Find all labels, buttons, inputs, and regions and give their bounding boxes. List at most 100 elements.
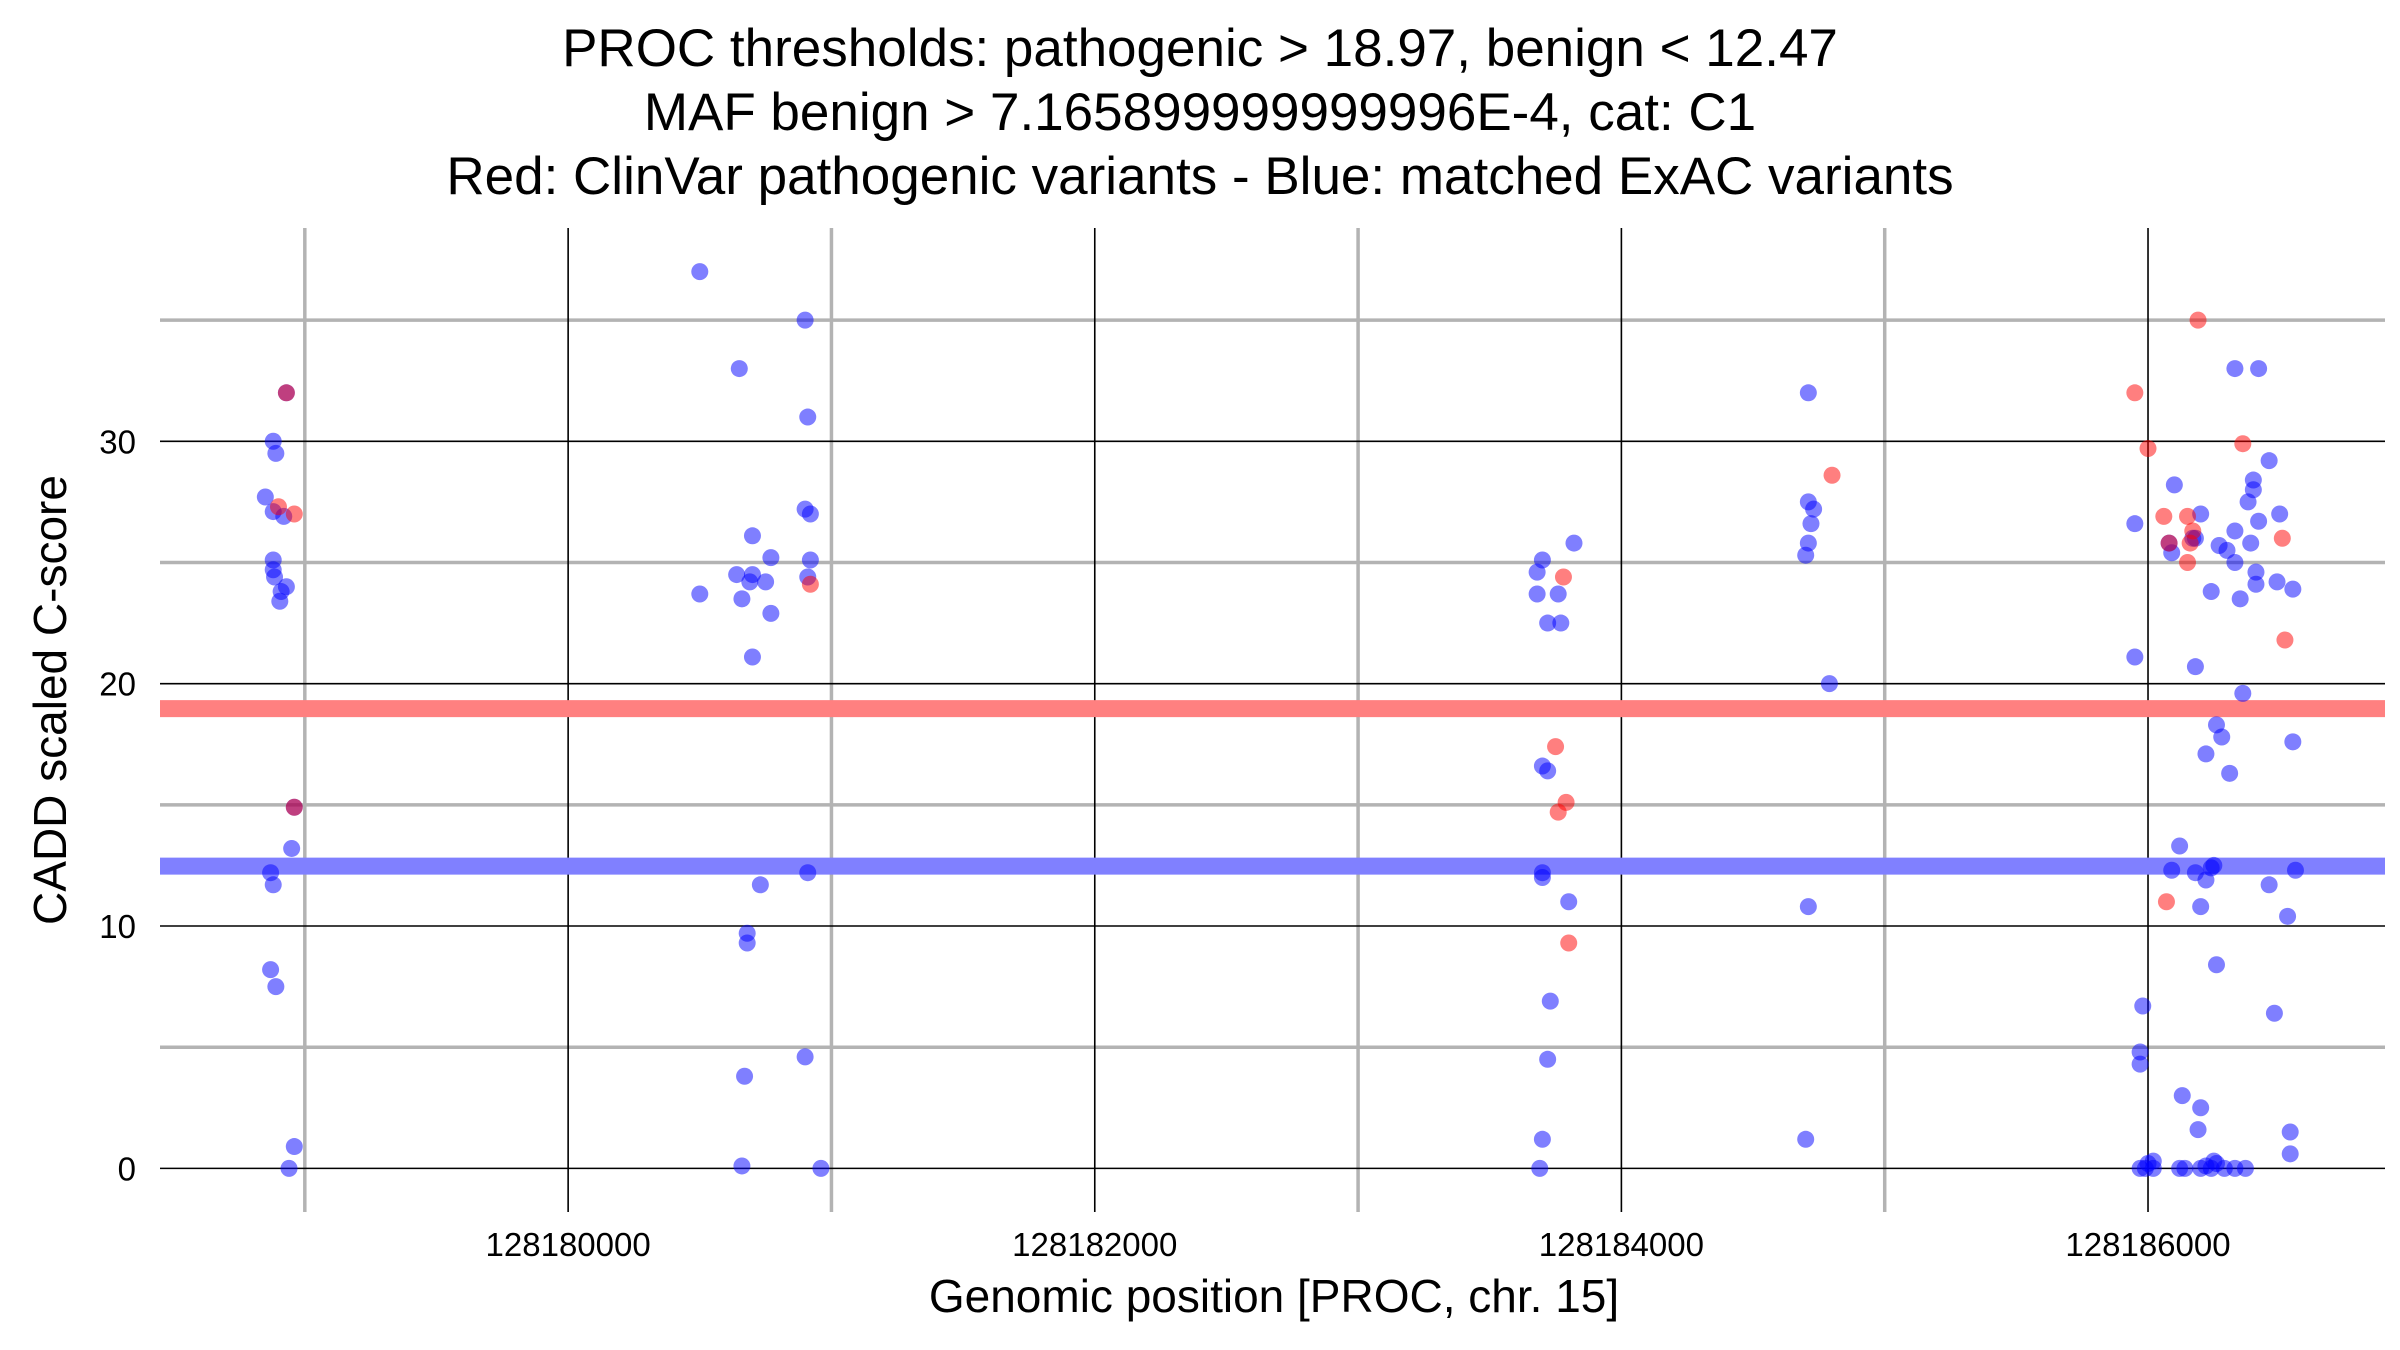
x-tick-label: 128182000 <box>1012 1226 1177 1263</box>
exac-variant-point <box>1820 675 1838 693</box>
clinvar-pathogenic-point <box>1823 466 1841 484</box>
y-tick-label: 30 <box>99 423 136 460</box>
clinvar-pathogenic-point <box>2126 384 2144 402</box>
exac-variant-point <box>2226 360 2244 378</box>
clinvar-pathogenic-point <box>2179 553 2197 571</box>
exac-variant-point <box>2171 837 2189 855</box>
exac-variant-point <box>801 551 819 569</box>
exac-variant-point <box>2221 764 2239 782</box>
exac-variant-point <box>2268 573 2286 591</box>
exac-variant-point <box>285 1138 303 1156</box>
exac-variant-point <box>1539 762 1557 780</box>
exac-variant-point <box>1565 534 1583 552</box>
exac-variant-point <box>271 592 289 610</box>
exac-variant-point <box>262 961 280 979</box>
clinvar-pathogenic-point <box>2189 311 2207 329</box>
exac-variant-point <box>2271 505 2289 523</box>
clinvar-pathogenic-point <box>277 384 295 402</box>
exac-variant-point <box>2247 575 2265 593</box>
exac-variant-point <box>2218 541 2236 559</box>
exac-variant-point <box>1549 585 1567 603</box>
exac-variant-point <box>691 263 709 281</box>
y-tick-label: 10 <box>99 908 136 945</box>
exac-variant-point <box>2284 580 2302 598</box>
exac-variant-point <box>2134 997 2152 1015</box>
exac-variant-point <box>2213 728 2231 746</box>
exac-variant-point <box>2281 1145 2299 1163</box>
exac-variant-point <box>2205 856 2223 874</box>
exac-variant-point <box>733 590 751 608</box>
exac-variant-point <box>2192 898 2210 916</box>
exac-variant-point <box>1539 1050 1557 1068</box>
data-points <box>256 263 2304 1177</box>
y-tick-label: 20 <box>99 666 136 703</box>
exac-variant-point <box>1799 898 1817 916</box>
exac-variant-point <box>2202 583 2220 601</box>
clinvar-pathogenic-point <box>2155 507 2173 525</box>
exac-variant-point <box>691 585 709 603</box>
x-tick-label: 128186000 <box>2065 1226 2230 1263</box>
exac-variant-point <box>2250 512 2268 530</box>
clinvar-pathogenic-point <box>801 575 819 593</box>
exac-variant-point <box>2226 522 2244 540</box>
exac-variant-point <box>1560 893 1578 911</box>
threshold-bands <box>160 700 2385 875</box>
exac-variant-point <box>2131 1055 2149 1073</box>
chart-title-line-1: PROC thresholds: pathogenic > 18.97, ben… <box>562 19 1838 78</box>
exac-variant-point <box>2242 534 2260 552</box>
exac-variant-point <box>2281 1123 2299 1141</box>
exac-variant-point <box>1552 614 1570 632</box>
clinvar-pathogenic-point <box>2234 435 2252 453</box>
exac-variant-point <box>2279 907 2297 925</box>
exac-variant-point <box>2265 1004 2283 1022</box>
exac-variant-point <box>2207 956 2225 974</box>
exac-variant-point <box>2126 515 2144 533</box>
exac-variant-point <box>762 549 780 567</box>
exac-variant-point <box>256 488 274 506</box>
exac-variant-point <box>2244 471 2262 489</box>
exac-variant-point <box>2236 1159 2254 1177</box>
exac-variant-point <box>801 505 819 523</box>
clinvar-pathogenic-point <box>1554 568 1572 586</box>
exac-variant-point <box>2226 553 2244 571</box>
exac-variant-point <box>1802 515 1820 533</box>
clinvar-pathogenic-point <box>2157 893 2175 911</box>
y-axis-title: CADD scaled C-score <box>24 475 76 925</box>
clinvar-pathogenic-point <box>269 498 287 516</box>
exac-variant-point <box>743 566 761 584</box>
y-tick-label: 0 <box>118 1150 136 1187</box>
exac-variant-point <box>2286 861 2304 879</box>
exac-variant-point <box>796 1048 814 1066</box>
exac-variant-point <box>2197 745 2215 763</box>
exac-variant-point <box>796 311 814 329</box>
clinvar-pathogenic-point <box>2276 631 2294 649</box>
exac-variant-point <box>1533 869 1551 887</box>
x-tick-label: 128180000 <box>486 1226 651 1263</box>
exac-variant-point <box>2260 452 2278 470</box>
clinvar-pathogenic-point <box>285 505 303 523</box>
clinvar-pathogenic-point <box>1549 803 1567 821</box>
exac-variant-point <box>264 876 282 894</box>
exac-variant-point <box>2284 733 2302 751</box>
exac-variant-point <box>733 1157 751 1175</box>
exac-variant-point <box>277 578 295 596</box>
exac-variant-point <box>736 1067 754 1085</box>
exac-variant-point <box>2163 861 2181 879</box>
exac-variant-point <box>1541 992 1559 1010</box>
exac-variant-point <box>1539 614 1557 632</box>
exac-variant-point <box>2192 1099 2210 1117</box>
clinvar-pathogenic-point <box>1547 738 1565 756</box>
exac-variant-point <box>2189 1121 2207 1139</box>
exac-variant-point <box>751 876 769 894</box>
exac-variant-point <box>1797 1130 1815 1148</box>
exac-variant-point <box>2186 658 2204 676</box>
exac-variant-point <box>799 864 817 882</box>
clinvar-pathogenic-point <box>2179 507 2197 525</box>
exac-variant-point <box>2234 684 2252 702</box>
exac-variant-point <box>2247 563 2265 581</box>
x-axis-title: Genomic position [PROC, chr. 15] <box>929 1270 1619 1322</box>
exac-variant-point <box>743 527 761 545</box>
exac-variant-point <box>267 978 285 996</box>
y-axis-ticks: 0 10 20 30 <box>99 423 136 1187</box>
